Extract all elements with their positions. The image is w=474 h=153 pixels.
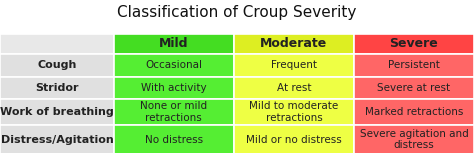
Text: Severe agitation and
distress: Severe agitation and distress bbox=[360, 129, 468, 150]
Text: Moderate: Moderate bbox=[260, 37, 328, 50]
Text: Mild or no distress: Mild or no distress bbox=[246, 135, 342, 145]
Bar bbox=[354, 34, 474, 54]
Text: With activity: With activity bbox=[141, 83, 207, 93]
Text: Severe at rest: Severe at rest bbox=[377, 83, 450, 93]
Text: Mild to moderate
retractions: Mild to moderate retractions bbox=[249, 101, 338, 123]
Text: No distress: No distress bbox=[145, 135, 203, 145]
Bar bbox=[234, 76, 354, 99]
Bar bbox=[0, 34, 114, 54]
Bar bbox=[354, 76, 474, 99]
Text: Classification of Croup Severity: Classification of Croup Severity bbox=[117, 5, 357, 20]
Bar bbox=[234, 125, 354, 153]
Text: Frequent: Frequent bbox=[271, 60, 317, 70]
Text: Cough: Cough bbox=[37, 60, 77, 70]
Bar bbox=[234, 54, 354, 76]
Text: Persistent: Persistent bbox=[388, 60, 440, 70]
Bar bbox=[354, 99, 474, 125]
Text: Severe: Severe bbox=[390, 37, 438, 50]
Text: Mild: Mild bbox=[159, 37, 189, 50]
Bar bbox=[354, 125, 474, 153]
Bar bbox=[114, 54, 234, 76]
Bar bbox=[234, 99, 354, 125]
Text: Work of breathing: Work of breathing bbox=[0, 107, 114, 117]
Bar bbox=[0, 125, 114, 153]
Bar bbox=[114, 34, 234, 54]
Text: Distress/Agitation: Distress/Agitation bbox=[0, 135, 113, 145]
Bar bbox=[114, 76, 234, 99]
Text: At rest: At rest bbox=[277, 83, 311, 93]
Bar bbox=[0, 99, 114, 125]
Bar bbox=[114, 99, 234, 125]
Text: Stridor: Stridor bbox=[35, 83, 79, 93]
Bar bbox=[0, 54, 114, 76]
Bar bbox=[114, 125, 234, 153]
Text: Marked retractions: Marked retractions bbox=[365, 107, 463, 117]
Bar bbox=[0, 76, 114, 99]
Text: None or mild
retractions: None or mild retractions bbox=[140, 101, 207, 123]
Text: Occasional: Occasional bbox=[146, 60, 202, 70]
Bar bbox=[234, 34, 354, 54]
Bar bbox=[354, 54, 474, 76]
